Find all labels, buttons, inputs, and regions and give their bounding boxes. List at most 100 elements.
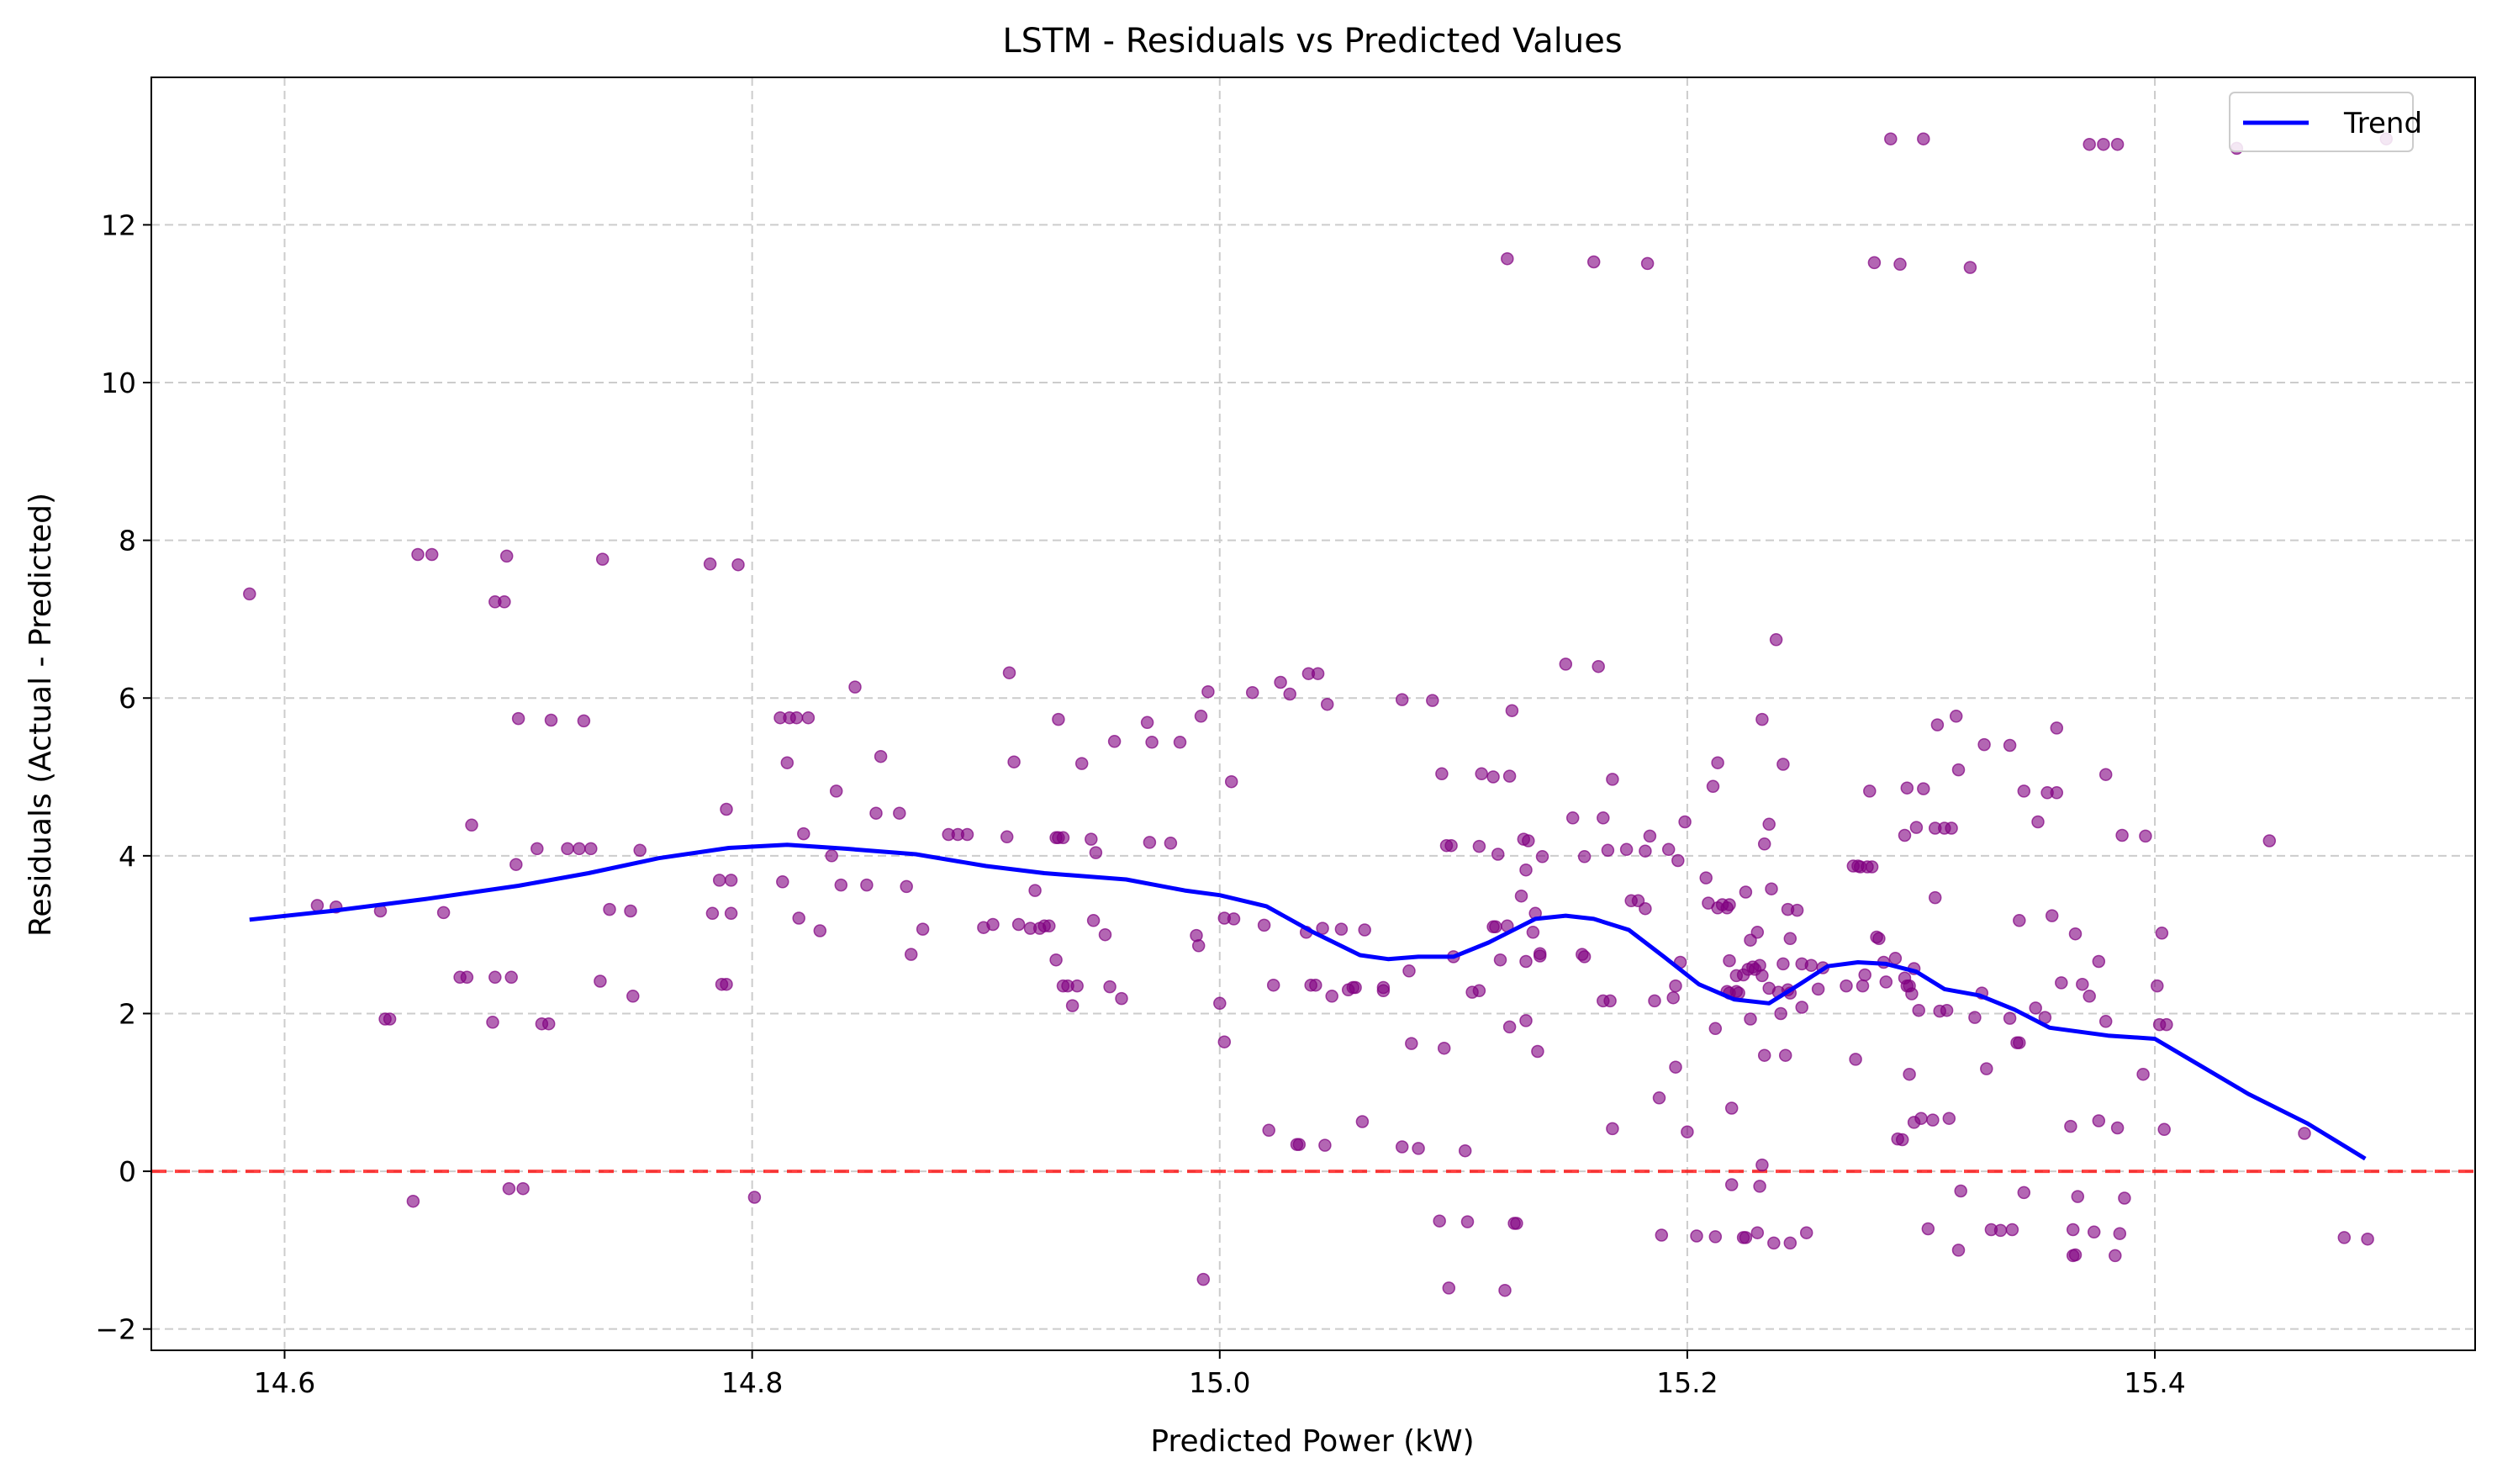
scatter-point: [1355, 1115, 1370, 1128]
scatter-point: [1790, 903, 1804, 917]
scatter-point: [1320, 697, 1334, 711]
scatter-point: [720, 977, 733, 991]
scatter-point: [2110, 1121, 2125, 1135]
scatter-point: [1103, 980, 1117, 994]
scatter-point: [1739, 885, 1753, 899]
scatter-point: [516, 1181, 530, 1196]
scatter-point: [1917, 782, 1930, 795]
scatter-point: [633, 843, 647, 858]
scatter-point: [1115, 991, 1128, 1006]
trend-line-layer: [249, 842, 2367, 1161]
scatter-point: [2066, 1223, 2080, 1237]
scatter-point: [436, 906, 451, 920]
scatter-point: [1980, 1062, 1993, 1075]
scatter-point: [789, 710, 804, 725]
scatter-point: [2055, 976, 2068, 990]
scatter-point: [1164, 837, 1178, 850]
y-tick-label: 2: [119, 997, 136, 1030]
scatter-point: [1804, 959, 1819, 972]
scatter-point: [511, 711, 525, 726]
scatter-point: [1849, 1053, 1862, 1066]
scatter-point: [900, 879, 913, 894]
scatter-point: [780, 756, 794, 769]
scatter-point: [1681, 1125, 1694, 1138]
scatter-point: [1865, 860, 1879, 874]
scatter-point: [1191, 939, 1206, 953]
scatter-point: [1274, 675, 1287, 689]
scatter-point: [2071, 1190, 2085, 1203]
scatter-point: [498, 595, 511, 609]
scatter-point: [1724, 1178, 1739, 1191]
scatter-point: [1498, 1283, 1512, 1297]
trend-line: [249, 842, 2367, 1161]
scatter-point: [1325, 990, 1338, 1003]
scatter-point: [1213, 996, 1227, 1011]
plot-frame: [150, 77, 2476, 1351]
scatter-point: [1043, 919, 1056, 933]
scatter-point: [1502, 1020, 1517, 1034]
scatter-point: [1316, 922, 1329, 935]
scatter-point: [1227, 912, 1241, 926]
y-axis-label: Residuals (Actual - Predicted): [24, 493, 58, 937]
legend: Trend: [2229, 92, 2422, 152]
scatter-point: [1098, 927, 1112, 942]
axis-ticks: 14.6 14.8 15.0 15.2 15.4 −2 0 2 4 6 8 10 12: [95, 209, 2185, 1399]
scatter-point: [1909, 821, 1924, 834]
scatter-point: [595, 552, 610, 566]
scatter-point: [1811, 982, 1825, 996]
scatter-point: [561, 842, 574, 856]
scatter-point: [1606, 773, 1619, 786]
scatter-point: [1912, 1003, 1925, 1017]
scatter-point: [1669, 979, 1682, 993]
scatter-point: [1954, 1184, 1967, 1198]
x-tick-label: 15.0: [1189, 1366, 1250, 1399]
scatter-point: [1143, 836, 1157, 849]
scatter-point: [1145, 736, 1159, 749]
scatter-point: [488, 970, 502, 985]
scatter-point: [2003, 738, 2017, 753]
scatter-point: [1723, 953, 1736, 968]
scatter-point: [1699, 871, 1713, 885]
scatter-point: [1669, 1060, 1682, 1074]
scatter-point: [1526, 926, 1540, 939]
scatter-point: [1671, 853, 1685, 868]
scatter-point: [1755, 969, 1769, 983]
scatter-point: [1502, 769, 1517, 783]
scatter-point: [1283, 687, 1296, 701]
scatter-point: [1201, 684, 1215, 699]
scatter-point: [2136, 1067, 2150, 1081]
scatter-point: [1951, 1244, 1966, 1257]
scatter-point: [1559, 658, 1573, 671]
scatter-point: [1376, 980, 1391, 995]
scatter-point: [1472, 839, 1486, 853]
scatter-point: [825, 849, 838, 863]
scatter-point: [1993, 1223, 2008, 1238]
scatter-point: [1475, 767, 1488, 781]
scatter-point: [2115, 828, 2129, 842]
scatter-point: [1926, 1113, 1940, 1127]
scatter-point: [2083, 137, 2096, 151]
scatter-point: [1903, 1067, 1916, 1081]
scatter-point: [2110, 137, 2125, 151]
scatter-point: [2017, 1186, 2031, 1200]
scatter-point: [1257, 918, 1271, 932]
scatter-points: [243, 132, 2394, 1297]
scatter-point: [813, 924, 827, 937]
scatter-point: [406, 1194, 420, 1208]
scatter-point: [1757, 1048, 1771, 1062]
scatter-point: [1951, 763, 1966, 777]
scatter-point: [1661, 842, 1676, 857]
scatter-point: [1769, 633, 1783, 647]
scatter-point: [1318, 1138, 1332, 1152]
scatter-point: [2097, 137, 2110, 151]
scatter-point: [1592, 659, 1605, 673]
scatter-point: [1783, 932, 1798, 946]
scatter-point: [2155, 927, 2169, 940]
scatter-point: [1652, 1091, 1666, 1105]
scatter-point: [720, 802, 733, 816]
scatter-point: [1724, 1101, 1739, 1115]
scatter-point: [1002, 666, 1016, 679]
scatter-point: [1577, 950, 1592, 964]
